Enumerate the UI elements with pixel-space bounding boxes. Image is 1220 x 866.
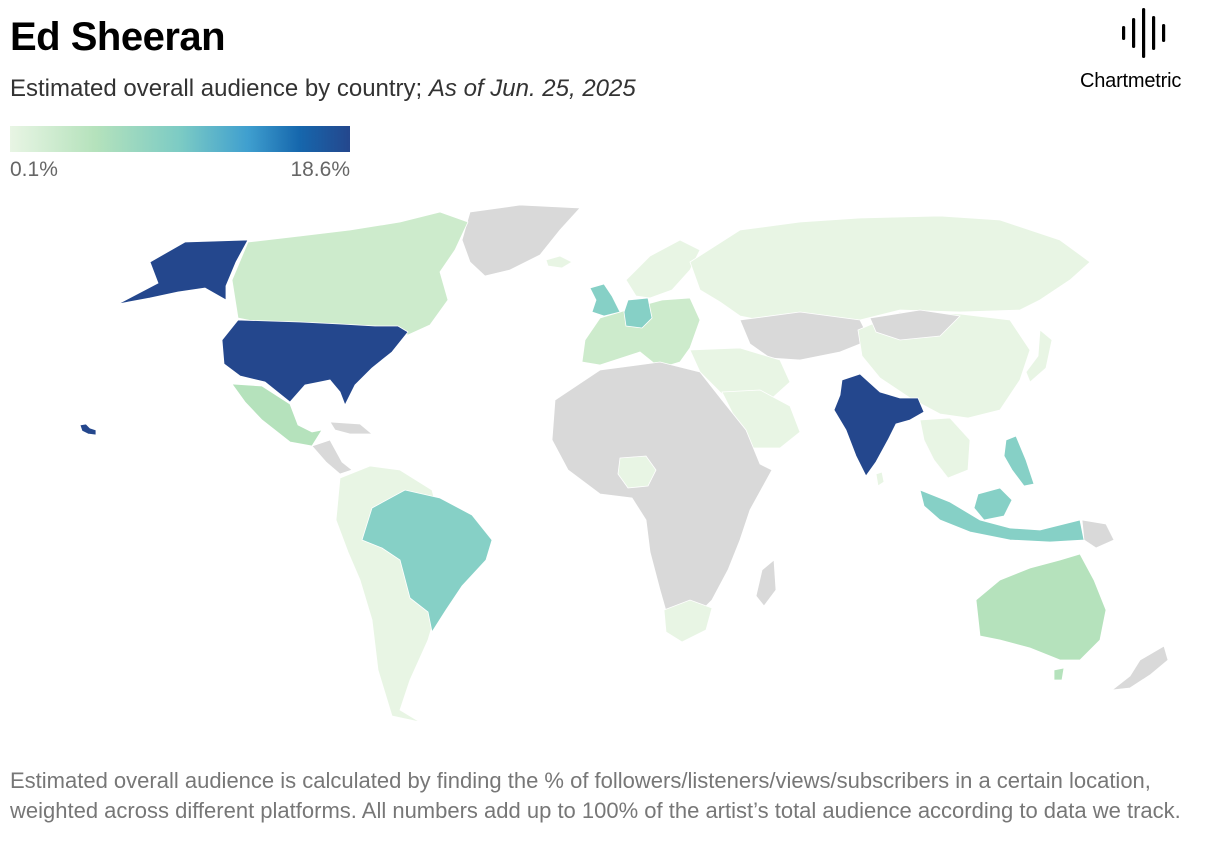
region-hawaii[interactable] (79, 423, 97, 436)
region-africa[interactable] (551, 361, 773, 626)
page-title: Ed Sheeran (10, 15, 226, 59)
region-mongolia[interactable] (869, 309, 961, 341)
region-borneo[interactable] (973, 487, 1013, 521)
sound-wave-icon (1122, 8, 1166, 58)
region-japan[interactable] (1025, 329, 1053, 383)
color-legend: 0.1% 18.6% (10, 126, 350, 186)
region-southeast-asia[interactable] (919, 417, 971, 479)
region-south-africa[interactable] (663, 599, 713, 643)
region-new-zealand[interactable] (1110, 645, 1169, 691)
region-nigeria[interactable] (617, 455, 657, 489)
brand-logo: Chartmetric (1080, 8, 1212, 98)
region-central-asia[interactable] (739, 311, 871, 361)
legend-gradient-bar (10, 126, 350, 152)
region-papua-new-guinea[interactable] (1081, 519, 1115, 549)
region-greenland[interactable] (461, 204, 581, 277)
region-russia[interactable] (689, 215, 1091, 323)
world-map (79, 204, 1169, 723)
region-scandinavia[interactable] (625, 239, 701, 299)
region-australia[interactable] (975, 553, 1107, 661)
region-sri-lanka[interactable] (875, 471, 885, 487)
footnote: Estimated overall audience is calculated… (10, 768, 1181, 823)
region-philippines[interactable] (1003, 435, 1035, 487)
region-central-america[interactable] (311, 439, 353, 475)
legend-max-label: 18.6% (290, 158, 350, 181)
region-europe-west[interactable] (581, 297, 701, 369)
page-subtitle: Estimated overall audience by country; A… (10, 72, 636, 106)
region-brazil[interactable] (361, 489, 493, 634)
region-madagascar[interactable] (755, 559, 777, 607)
subtitle-date: As of Jun. 25, 2025 (428, 75, 636, 102)
region-uk[interactable] (589, 283, 621, 317)
region-tasmania[interactable] (1053, 667, 1065, 681)
region-us[interactable] (221, 319, 409, 406)
region-alaska[interactable] (117, 239, 249, 305)
region-canada[interactable] (231, 211, 469, 336)
region-caribbean[interactable] (329, 421, 374, 435)
legend-min-label: 0.1% (10, 158, 58, 181)
region-iceland[interactable] (545, 255, 573, 269)
brand-name: Chartmetric (1080, 70, 1182, 92)
region-india[interactable] (833, 373, 925, 477)
region-mexico[interactable] (231, 383, 323, 447)
subtitle-text: Estimated overall audience by country; (10, 75, 423, 102)
